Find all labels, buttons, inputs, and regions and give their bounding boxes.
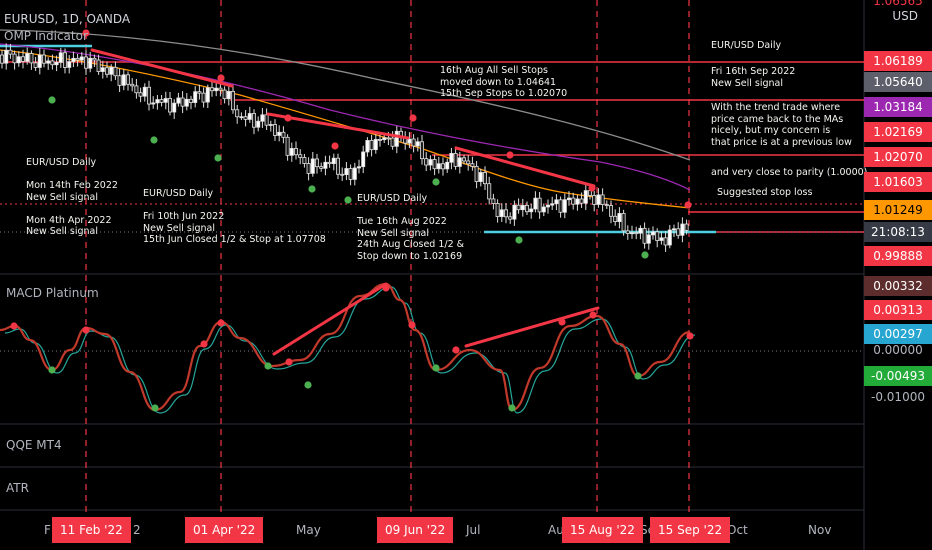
signal-vertical-lines: [85, 0, 690, 512]
ma-purple: [0, 43, 691, 191]
price-tag: 1.02169: [864, 122, 932, 142]
price-tag: 0.99888: [864, 246, 932, 266]
note-sep-signal: Fri 16th Sep 2022 New Sell signal: [711, 66, 796, 89]
macd-tag: 0.00000: [873, 343, 923, 357]
macd-trend-2: [464, 306, 600, 348]
time-axis-month-label: Nov: [808, 523, 832, 537]
price-axis[interactable]: USD 1.06565 1.06189 1.05640 1.03184 1.02169…: [864, 0, 932, 510]
macd-tag: 0.00297: [864, 324, 932, 344]
note-sep-stop: Suggested stop loss: [717, 187, 813, 198]
macd-tag: 0.00313: [864, 300, 932, 320]
note-aug: EUR/USD Daily Tue 16th Aug 2022 New Sell…: [357, 193, 465, 262]
note-feb-apr: EUR/USD Daily Mon 14th Feb 2022 New Sell…: [26, 157, 118, 237]
note-sep-title: EUR/USD Daily: [711, 40, 782, 51]
macd-pane-title[interactable]: MACD Platinum: [6, 286, 99, 300]
time-axis-month-label: 2: [133, 523, 141, 537]
trend-line-1: [90, 48, 234, 88]
macd-main-line: [0, 282, 691, 412]
currency-label[interactable]: USD: [892, 9, 918, 23]
time-axis-signal-date[interactable]: 15 Aug '22: [562, 517, 643, 543]
macd-tag: -0.00493: [864, 366, 932, 386]
note-sep-comment: With the trend trade where price came ba…: [711, 102, 852, 148]
time-axis-signal-date[interactable]: 11 Feb '22: [52, 517, 131, 543]
signal-dots-macd: [10, 284, 694, 412]
macd-trend-1: [272, 282, 388, 356]
signal-dots-price: [48, 29, 692, 259]
time-axis-signal-date[interactable]: 15 Sep '22: [650, 517, 731, 543]
time-axis-signal-date[interactable]: 09 Jun '22: [377, 517, 454, 543]
macd-trend-lines: [272, 282, 600, 356]
atr-pane-title[interactable]: ATR: [6, 481, 29, 495]
qqe-pane-title[interactable]: QQE MT4: [6, 438, 62, 452]
price-tag: 1.03184: [864, 97, 932, 117]
time-axis-month-label: Oct: [727, 523, 748, 537]
time-axis-signal-date[interactable]: 01 Apr '22: [185, 517, 264, 543]
macd-tag: 0.00332: [864, 276, 932, 296]
price-top-partial: 1.06565: [873, 0, 923, 8]
indicator-label[interactable]: OMP Indicator: [4, 29, 88, 43]
time-axis-month-label: F: [44, 523, 51, 537]
price-tag: 1.05640: [864, 72, 932, 92]
price-tag: 1.02070: [864, 147, 932, 167]
macd-axis-bottom: -0.01000: [871, 390, 925, 404]
price-tag: 21:08:13: [864, 222, 932, 242]
price-tag: 1.01249: [864, 200, 932, 220]
ma-gray: [0, 29, 691, 161]
time-axis[interactable]: F 2 May Jul Au Se Oct Nov 11 Feb '22 01 Apr '22 09…: [0, 510, 864, 550]
note-sep-parity: and very close to parity (1.0000): [711, 167, 868, 178]
time-axis-month-label: May: [296, 523, 321, 537]
note-jun: EUR/USD Daily Fri 10th Jun 2022 New Sell…: [143, 188, 326, 245]
price-tag: 1.06189: [864, 51, 932, 71]
trend-line-3: [454, 146, 596, 188]
macd-signal-line: [4, 286, 696, 414]
ma-orange: [0, 49, 691, 209]
time-axis-month-label: Au: [548, 523, 564, 537]
note-aug-stops: 16th Aug All Sell Stops moved down to 1.…: [440, 65, 568, 99]
time-axis-month-label: Jul: [466, 523, 481, 537]
symbol-title[interactable]: EURUSD, 1D, OANDA: [4, 12, 131, 26]
price-tag: 1.01603: [864, 172, 932, 192]
candlesticks: [0, 43, 689, 252]
